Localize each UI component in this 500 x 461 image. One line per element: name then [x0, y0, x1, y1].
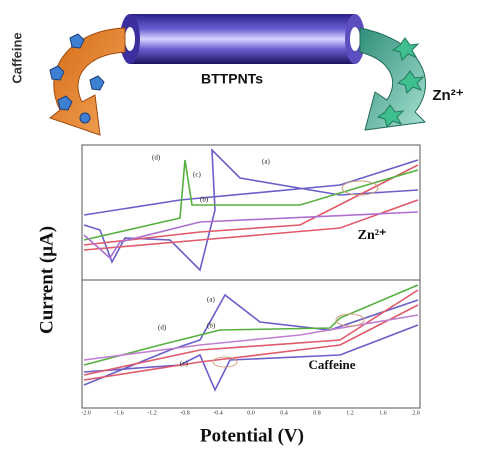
- zinc-ions: [376, 37, 425, 128]
- x-ticks: -2.0 -1.6 -1.2 -0.8 -0.4 0.0 0.4 0.8 1.2 1.6 2.0: [81, 410, 420, 416]
- curve-label: (d): [152, 154, 161, 162]
- caffeine-molecules: [49, 33, 105, 124]
- x-tick-label: 0.4: [280, 410, 288, 416]
- x-tick-label: 1.2: [346, 410, 354, 416]
- curve-label: (b): [207, 322, 216, 330]
- x-tick-label: 0.0: [247, 410, 255, 416]
- tube-label: BTTPNTs: [201, 71, 263, 87]
- plot-frame: [81, 144, 421, 409]
- zinc-label: Zn²⁺: [432, 87, 463, 104]
- curve-label: (a): [207, 296, 215, 304]
- panel-label: Zn²⁺: [358, 228, 387, 243]
- x-tick-label: -0.4: [213, 410, 223, 416]
- curve-label: (b): [200, 196, 209, 204]
- x-tick-label: 1.6: [379, 410, 387, 416]
- curve-label: (c): [180, 360, 188, 368]
- nanotube: [120, 14, 365, 64]
- y-axis-label: Current (μA): [36, 226, 57, 334]
- x-tick-label: -1.2: [147, 410, 157, 416]
- x-tick-label: 2.0: [412, 410, 420, 416]
- x-tick-label: -0.8: [180, 410, 190, 416]
- x-tick-label: -2.0: [81, 410, 91, 416]
- x-tick-label: 0.8: [313, 410, 321, 416]
- curve-label: (d): [158, 324, 167, 332]
- x-tick-label: -1.6: [114, 410, 124, 416]
- caffeine-label: Caffeine: [9, 32, 24, 83]
- panel-label: Caffeine: [309, 357, 356, 372]
- upper-curves: [83, 147, 419, 272]
- x-axis-label: Potential (V): [200, 425, 304, 446]
- lower-curves: [83, 284, 419, 392]
- curve-label: (c): [193, 171, 201, 179]
- curve-label: (a): [262, 158, 270, 166]
